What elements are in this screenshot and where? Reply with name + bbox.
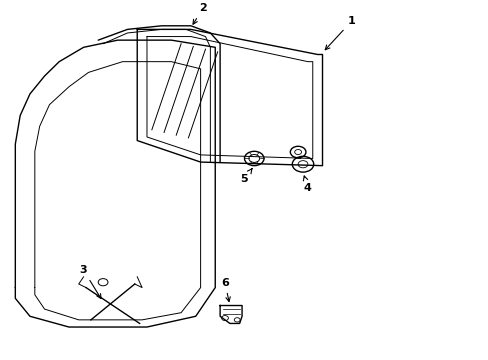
Text: 2: 2: [193, 4, 206, 24]
Text: 4: 4: [303, 176, 311, 193]
Text: 5: 5: [240, 168, 252, 184]
Text: 6: 6: [221, 278, 230, 302]
Text: 3: 3: [80, 265, 101, 298]
Text: 1: 1: [325, 16, 355, 50]
